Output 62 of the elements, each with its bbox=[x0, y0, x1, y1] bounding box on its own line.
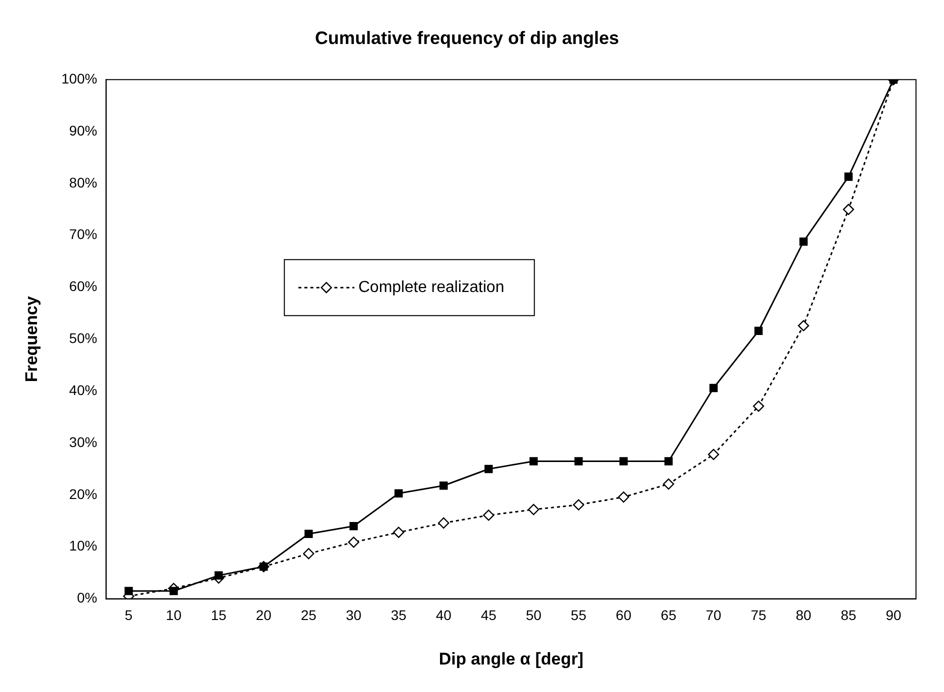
point bbox=[752, 400, 764, 412]
y-tick-label: 0% bbox=[76, 590, 98, 606]
x-tick-label: 5 bbox=[124, 607, 133, 624]
point bbox=[438, 517, 450, 529]
y-tick-label: 60% bbox=[69, 278, 98, 294]
point bbox=[439, 481, 448, 490]
point bbox=[394, 489, 403, 498]
point bbox=[662, 478, 674, 490]
x-axis-title: Dip angle α [degr] bbox=[438, 649, 584, 668]
x-tick-label: 35 bbox=[390, 607, 407, 624]
y-tick-label: 10% bbox=[69, 538, 98, 554]
x-tick-label: 10 bbox=[166, 607, 182, 624]
point bbox=[393, 526, 404, 538]
point bbox=[709, 384, 718, 392]
x-tick-label: 65 bbox=[660, 607, 677, 624]
x-tick-label: 75 bbox=[750, 607, 767, 624]
y-tick-label: 40% bbox=[69, 382, 98, 398]
x-tick-label: 40 bbox=[436, 607, 452, 624]
x-tick-label: 20 bbox=[256, 607, 272, 624]
point bbox=[528, 504, 540, 516]
x-tick-label: 15 bbox=[210, 607, 227, 624]
y-tick-label: 100% bbox=[61, 70, 98, 86]
x-tick-label: 70 bbox=[706, 607, 722, 624]
x-tick-label: 50 bbox=[526, 607, 542, 624]
x-tick-label: 85 bbox=[840, 607, 857, 624]
x-tick-label: 80 bbox=[796, 607, 812, 624]
x-tick-label: 90 bbox=[886, 607, 902, 624]
y-tick-label: 70% bbox=[69, 226, 98, 242]
point bbox=[304, 530, 313, 538]
point bbox=[798, 320, 810, 332]
point bbox=[529, 457, 538, 466]
point bbox=[483, 510, 494, 521]
y-axis-title: Frequency bbox=[22, 296, 41, 382]
point bbox=[574, 457, 583, 466]
point bbox=[799, 237, 808, 246]
point bbox=[572, 499, 584, 510]
x-tick-label: 60 bbox=[616, 607, 632, 624]
point bbox=[842, 204, 854, 215]
point bbox=[754, 326, 763, 336]
point bbox=[348, 536, 360, 548]
y-tick-label: 50% bbox=[69, 330, 98, 346]
x-tick-label: 30 bbox=[346, 607, 362, 624]
point bbox=[124, 586, 133, 596]
point bbox=[844, 172, 853, 181]
point bbox=[708, 448, 720, 460]
point bbox=[484, 464, 493, 474]
point bbox=[170, 586, 178, 596]
point bbox=[350, 522, 358, 530]
x-tick-label: 45 bbox=[480, 607, 497, 624]
x-tick-label: 55 bbox=[570, 607, 587, 624]
y-tick-label: 90% bbox=[69, 122, 98, 138]
x-tick-label: 25 bbox=[300, 607, 317, 624]
point bbox=[619, 457, 628, 466]
chart-title: Cumulative frequency of dip angles bbox=[314, 28, 620, 48]
point bbox=[618, 491, 630, 503]
point bbox=[303, 548, 314, 560]
legend-label: Complete realization bbox=[358, 279, 504, 296]
y-tick-label: 30% bbox=[69, 434, 98, 450]
y-tick-label: 80% bbox=[69, 174, 98, 190]
y-tick-label: 20% bbox=[69, 486, 98, 502]
point bbox=[664, 457, 673, 466]
point bbox=[214, 571, 223, 580]
